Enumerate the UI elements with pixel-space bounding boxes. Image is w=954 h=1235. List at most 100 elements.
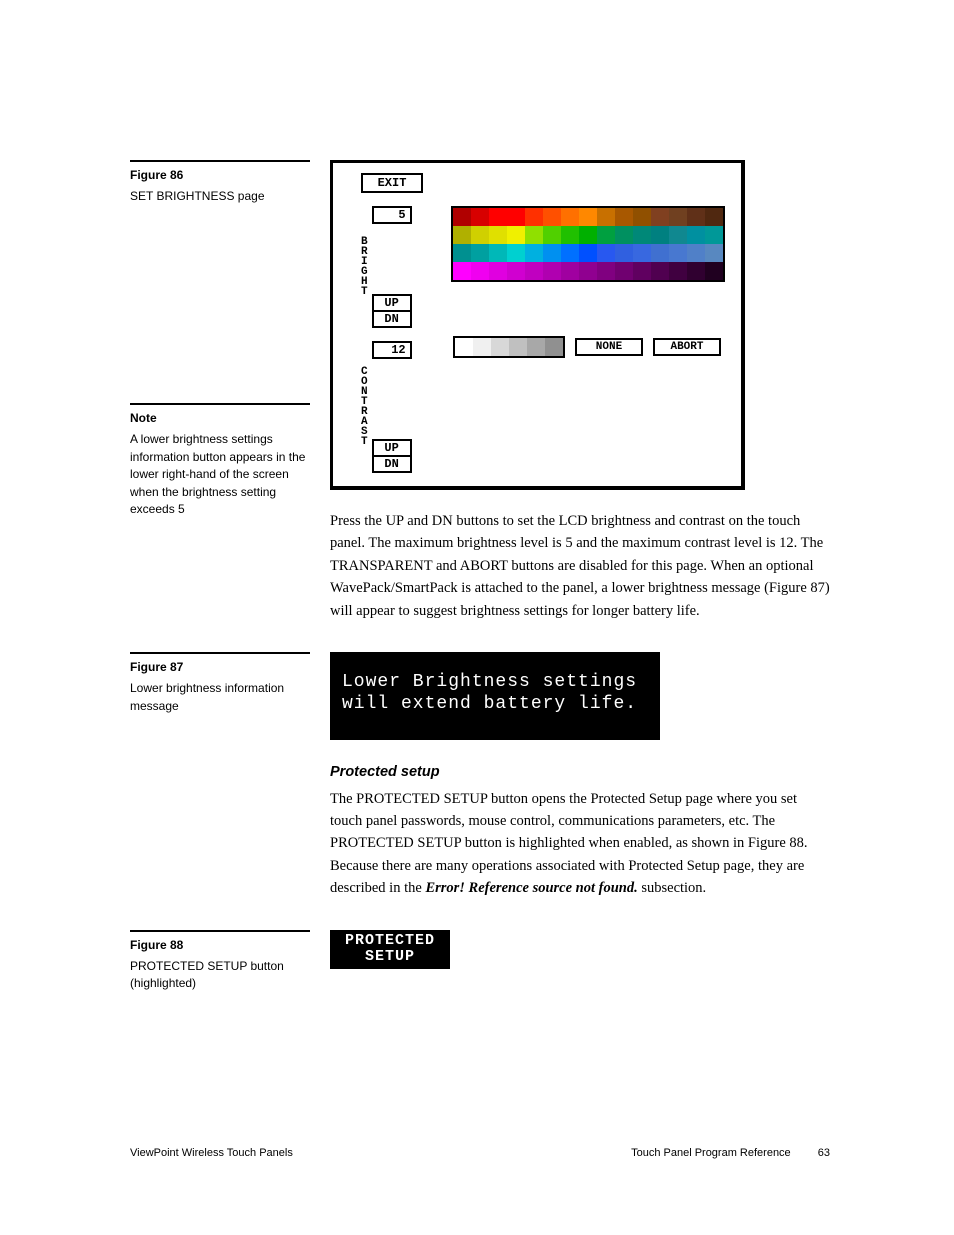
palette-cell[interactable] — [453, 244, 471, 262]
palette-cell[interactable] — [579, 262, 597, 280]
palette-cell[interactable] — [633, 262, 651, 280]
palette-cell[interactable] — [453, 208, 471, 226]
palette-cell[interactable] — [471, 226, 489, 244]
palette-cell[interactable] — [543, 244, 561, 262]
abort-button[interactable]: ABORT — [653, 338, 721, 356]
palette-cell[interactable] — [525, 208, 543, 226]
protbtn-line1: PROTECTED — [330, 933, 450, 949]
palette-cell[interactable] — [525, 262, 543, 280]
bright-group: B R I G H T 5 UP DN — [361, 206, 412, 328]
palette-cell[interactable] — [489, 244, 507, 262]
palette-cell[interactable] — [507, 226, 525, 244]
fig87-caption-block: Figure 87 Lower brightness information m… — [130, 652, 310, 715]
fig88-desc: PROTECTED SETUP button (highlighted) — [130, 958, 310, 993]
protbtn-line2: SETUP — [330, 949, 450, 965]
palette-cell[interactable] — [615, 226, 633, 244]
figure-88-row: Figure 88 PROTECTED SETUP button (highli… — [130, 930, 830, 993]
palette-cell[interactable] — [561, 208, 579, 226]
bright-up-button[interactable]: UP — [372, 294, 412, 312]
palette-cell[interactable] — [471, 262, 489, 280]
grey-cell[interactable] — [509, 338, 527, 356]
palette-cell[interactable] — [561, 244, 579, 262]
sidebar-fig87: Figure 87 Lower brightness information m… — [130, 652, 330, 715]
fig87-desc: Lower brightness information message — [130, 680, 310, 715]
palette-cell[interactable] — [579, 208, 597, 226]
palette-cell[interactable] — [543, 226, 561, 244]
figure-86-row: Figure 86 SET BRIGHTNESS page Note A low… — [130, 160, 830, 622]
contrast-dn-button[interactable]: DN — [372, 457, 412, 473]
palette-cell[interactable] — [579, 244, 597, 262]
palette-cell[interactable] — [669, 244, 687, 262]
none-button[interactable]: NONE — [575, 338, 643, 356]
palette-cell[interactable] — [543, 208, 561, 226]
palette-cell[interactable] — [669, 262, 687, 280]
palette-cell[interactable] — [471, 208, 489, 226]
palette-cell[interactable] — [633, 244, 651, 262]
palette-cell[interactable] — [597, 244, 615, 262]
protected-setup-button[interactable]: PROTECTED SETUP — [330, 930, 450, 970]
para-protected: The PROTECTED SETUP button opens the Pro… — [330, 788, 830, 900]
palette-cell[interactable] — [687, 226, 705, 244]
palette-cell[interactable] — [705, 262, 723, 280]
palette-cell[interactable] — [687, 208, 705, 226]
palette-cell[interactable] — [615, 262, 633, 280]
note-title: Note — [130, 411, 310, 425]
palette-cell[interactable] — [651, 244, 669, 262]
palette-cell[interactable] — [615, 244, 633, 262]
palette-cell[interactable] — [687, 244, 705, 262]
fig87-main: Lower Brightness settings will extend ba… — [330, 652, 830, 900]
fig86-caption-block: Figure 86 SET BRIGHTNESS page — [130, 160, 310, 205]
grey-cell[interactable] — [527, 338, 545, 356]
palette-cell[interactable] — [525, 226, 543, 244]
palette-cell[interactable] — [543, 262, 561, 280]
grey-cell[interactable] — [455, 338, 473, 356]
grey-cell[interactable] — [545, 338, 563, 356]
palette-cell[interactable] — [453, 262, 471, 280]
palette-cell[interactable] — [633, 226, 651, 244]
palette-cell[interactable] — [687, 262, 705, 280]
color-palette[interactable] — [451, 206, 725, 282]
note-block: Note A lower brightness settings informa… — [130, 403, 310, 518]
palette-cell[interactable] — [525, 244, 543, 262]
palette-cell[interactable] — [651, 226, 669, 244]
bright-dn-button[interactable]: DN — [372, 312, 412, 328]
palette-cell[interactable] — [651, 208, 669, 226]
palette-cell[interactable] — [507, 262, 525, 280]
palette-cell[interactable] — [597, 226, 615, 244]
palette-cell[interactable] — [489, 226, 507, 244]
palette-cell[interactable] — [669, 208, 687, 226]
grey-palette[interactable] — [453, 336, 565, 358]
palette-cell[interactable] — [489, 208, 507, 226]
protected-setup-heading: Protected setup — [330, 764, 830, 780]
contrast-up-button[interactable]: UP — [372, 439, 412, 457]
palette-cell[interactable] — [453, 226, 471, 244]
palette-cell[interactable] — [597, 262, 615, 280]
palette-cell[interactable] — [705, 226, 723, 244]
palette-cell[interactable] — [489, 262, 507, 280]
grey-cell[interactable] — [473, 338, 491, 356]
palette-cell[interactable] — [471, 244, 489, 262]
palette-cell[interactable] — [597, 208, 615, 226]
palette-cell[interactable] — [669, 226, 687, 244]
palette-cell[interactable] — [615, 208, 633, 226]
footer-right: Touch Panel Program Reference 63 — [631, 1147, 830, 1159]
palette-cell[interactable] — [561, 262, 579, 280]
palette-cell[interactable] — [579, 226, 597, 244]
palette-cell[interactable] — [651, 262, 669, 280]
palette-cell[interactable] — [507, 244, 525, 262]
palette-cell[interactable] — [561, 226, 579, 244]
contrast-group: C O N T R A S T 12 UP DN — [361, 341, 412, 473]
palette-cell[interactable] — [705, 208, 723, 226]
palette-cell[interactable] — [633, 208, 651, 226]
bright-label: B R I G H T — [361, 237, 368, 297]
palette-cell[interactable] — [705, 244, 723, 262]
fig88-title: Figure 88 — [130, 938, 310, 952]
fig87-title: Figure 87 — [130, 660, 310, 674]
grey-cell[interactable] — [491, 338, 509, 356]
note-desc: A lower brightness settings information … — [130, 431, 310, 518]
exit-button[interactable]: EXIT — [361, 173, 423, 193]
para-brightness: Press the UP and DN buttons to set the L… — [330, 510, 830, 622]
sidebar-fig88: Figure 88 PROTECTED SETUP button (highli… — [130, 930, 330, 993]
brightness-panel: EXIT B R I G H T 5 UP DN C O N T R A S T… — [330, 160, 745, 490]
palette-cell[interactable] — [507, 208, 525, 226]
